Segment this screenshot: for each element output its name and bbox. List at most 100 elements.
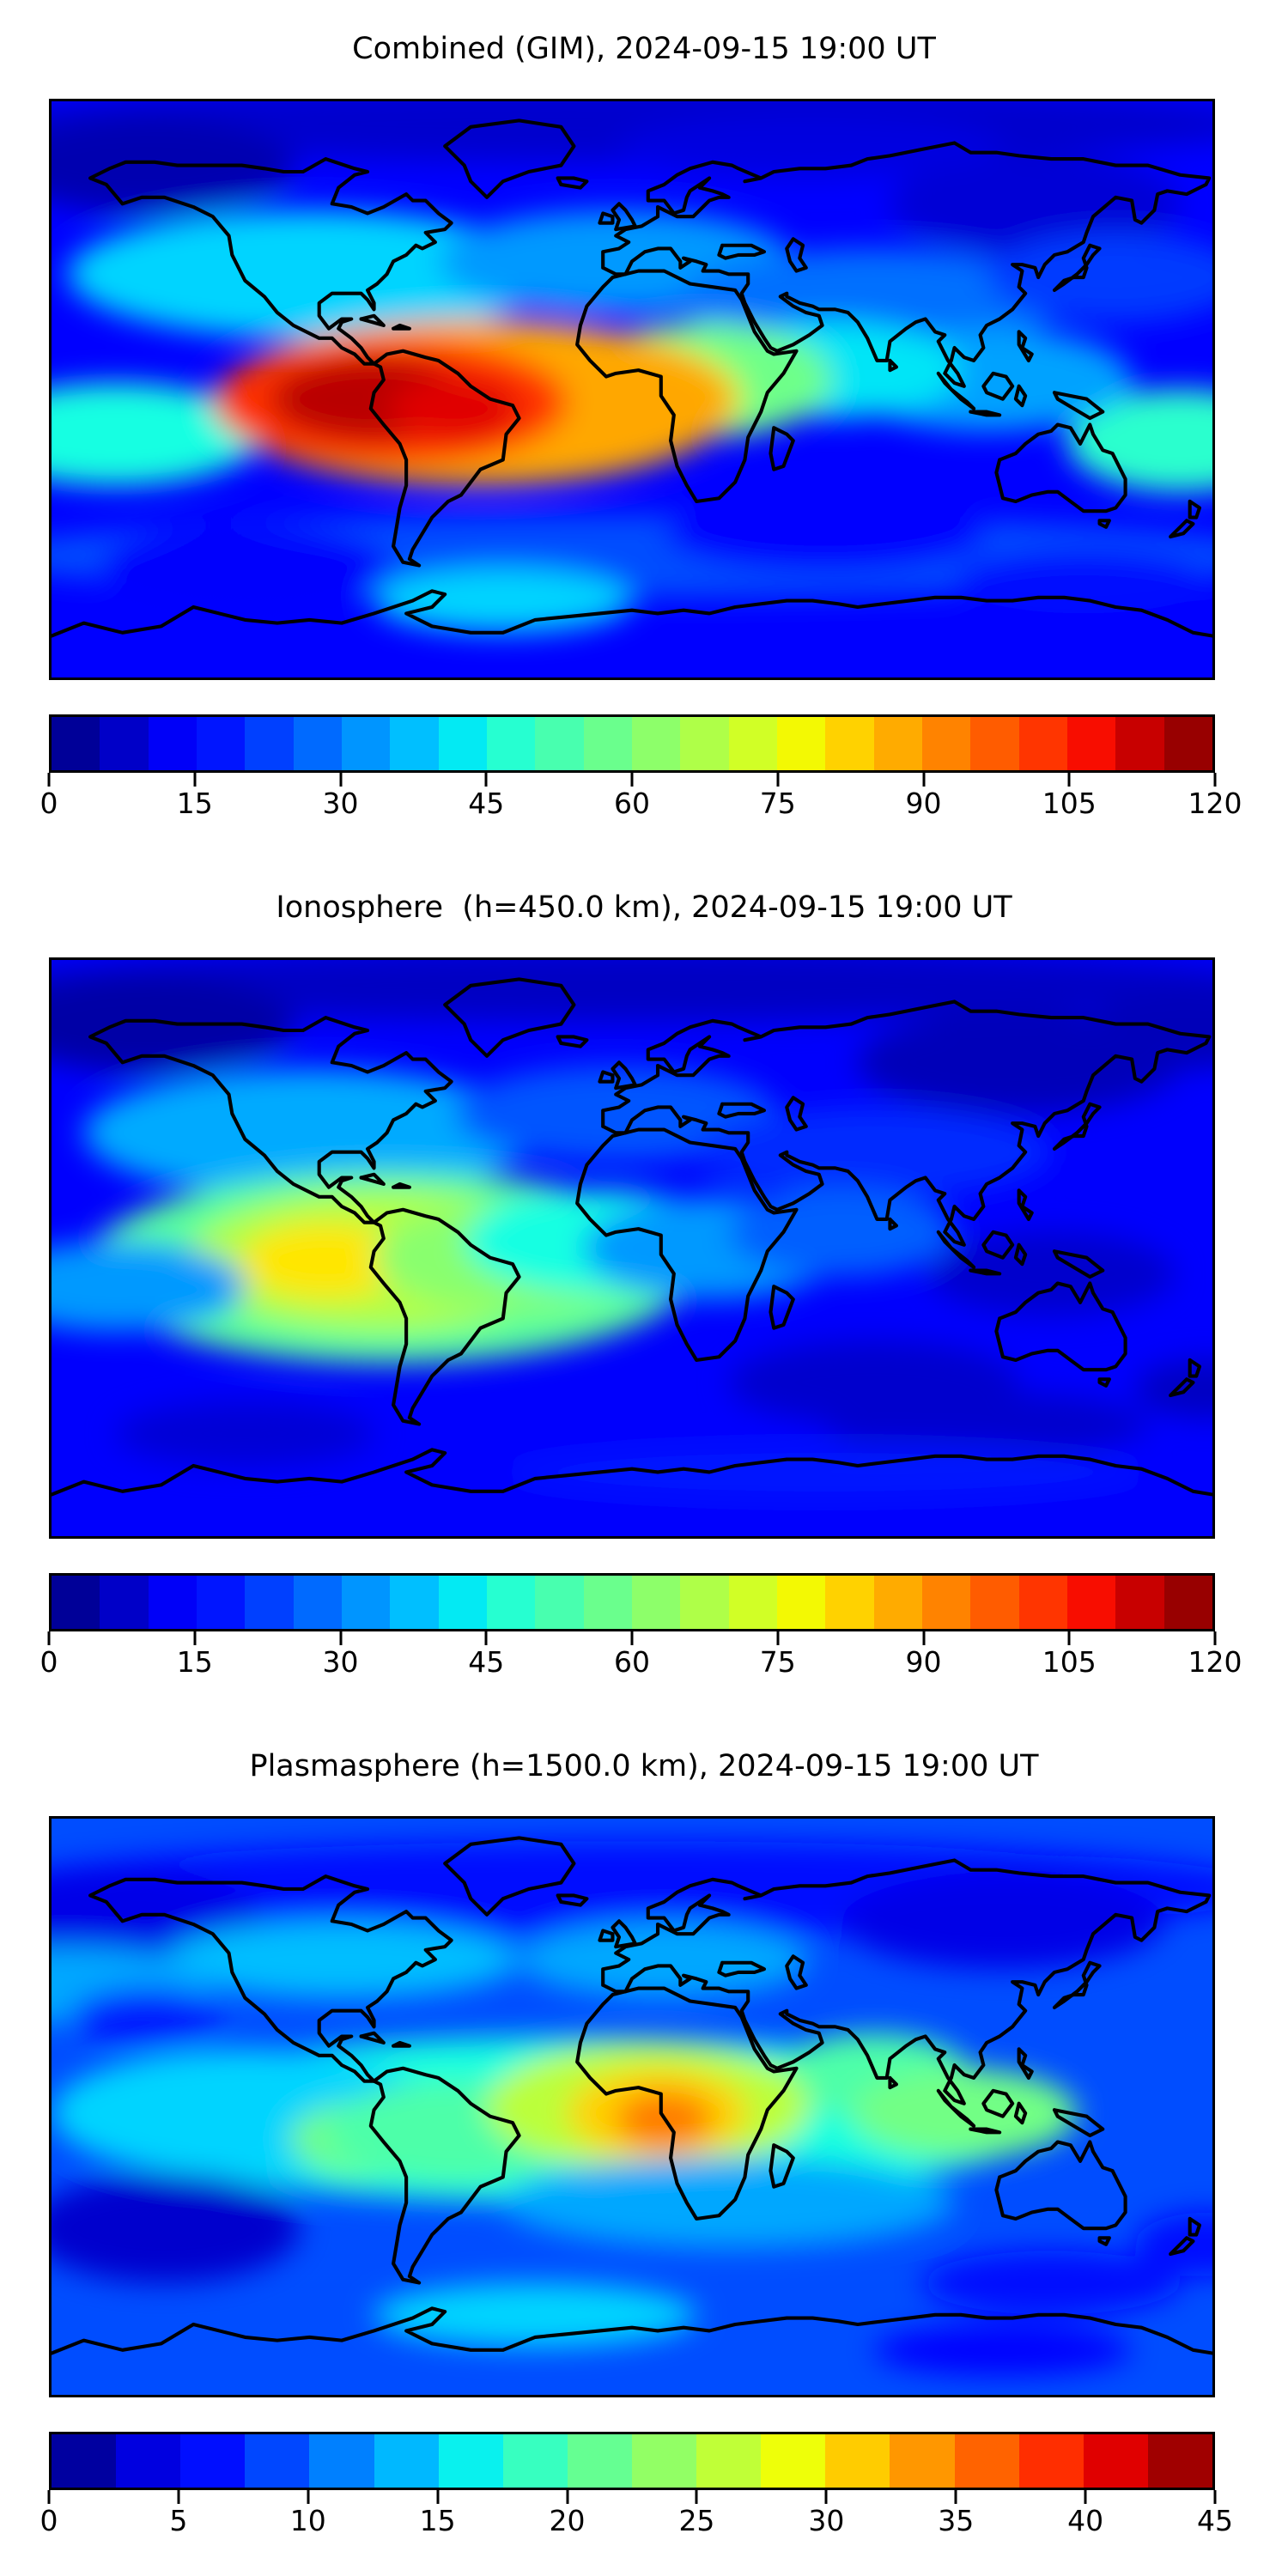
colorbar-tick-label: 90 bbox=[905, 787, 942, 820]
colorbar-segment bbox=[890, 2434, 955, 2488]
tec-feature-north-america-midlat bbox=[83, 1068, 536, 1197]
panel-title: Combined (GIM), 2024-09-15 19:00 UT bbox=[352, 32, 936, 66]
colorbar-segment bbox=[631, 2434, 697, 2488]
coastline-path bbox=[888, 1217, 899, 1231]
colorbar-segment bbox=[970, 1576, 1019, 1629]
colorbar-segment bbox=[1163, 717, 1212, 770]
coastline-path bbox=[1013, 384, 1028, 408]
colorbar-tick-mark bbox=[1213, 2490, 1217, 2504]
colorbar-tick-mark bbox=[776, 773, 780, 787]
colorbar-tick-label: 25 bbox=[678, 2504, 715, 2537]
colorbar-segment bbox=[696, 2434, 762, 2488]
colorbar-tick-label: 35 bbox=[938, 2504, 975, 2537]
coastline-path bbox=[1052, 391, 1105, 421]
tec-feature-south-indian-band bbox=[502, 2158, 955, 2248]
colorbar-segment bbox=[293, 1576, 342, 1629]
coastline-path bbox=[575, 269, 799, 504]
colorbar-tick-label: 0 bbox=[39, 1645, 58, 1679]
tec-feature-new-zealand-east-low bbox=[1134, 2212, 1212, 2277]
colorbar-segment bbox=[921, 717, 971, 770]
colorbar-segment bbox=[52, 2434, 117, 2488]
coastline-path bbox=[611, 202, 637, 232]
coastline-path bbox=[969, 410, 1002, 417]
colorbar-tick-label: 90 bbox=[905, 1645, 942, 1679]
coastline-path bbox=[888, 2075, 899, 2090]
tec-feature-bering-low bbox=[1090, 992, 1212, 1069]
tec-feature-secondary-maximum-brazil bbox=[390, 376, 519, 441]
colorbar-segment bbox=[245, 717, 294, 770]
tec-feature-south-of-australia-low bbox=[825, 1392, 1148, 1456]
coastline-path bbox=[392, 323, 411, 331]
colorbar-tick-label: 10 bbox=[289, 2504, 326, 2537]
colorbar-tick-label: 20 bbox=[549, 2504, 586, 2537]
coastline-path bbox=[1017, 330, 1034, 363]
colorbar-tick-mark bbox=[922, 1631, 925, 1645]
tec-feature-southeast-pacific-minimum bbox=[52, 2173, 301, 2283]
coastline-path bbox=[88, 1016, 453, 1224]
colorbar-tick-label: 40 bbox=[1067, 2504, 1104, 2537]
coastline-path bbox=[994, 422, 1127, 513]
tec-feature-southeast-pacific-low bbox=[100, 524, 391, 607]
coastline-path bbox=[601, 999, 1212, 1247]
colorbar-tick-label: 60 bbox=[614, 1645, 650, 1679]
coastline-path bbox=[785, 1096, 808, 1132]
colorbar-segment bbox=[1018, 717, 1067, 770]
colorbar-segment bbox=[954, 2434, 1019, 2488]
coastline-path bbox=[1052, 1249, 1105, 1279]
colorbar-tick-mark bbox=[1084, 2490, 1087, 2504]
colorbar-ionosphere bbox=[49, 1573, 1215, 1631]
colorbar-tick-label: 0 bbox=[39, 787, 58, 820]
coastline-path bbox=[575, 1127, 799, 1363]
colorbar-segment bbox=[293, 717, 342, 770]
colorbar-segment bbox=[776, 1576, 826, 1629]
world-map-svg bbox=[52, 1819, 1212, 2395]
colorbar-tick-label: 105 bbox=[1042, 1645, 1097, 1679]
colorbar-segment bbox=[1018, 2434, 1084, 2488]
colorbar-segment bbox=[873, 1576, 922, 1629]
colorbar-segment bbox=[1147, 2434, 1212, 2488]
tec-feature-central-pacific-dip bbox=[70, 1988, 226, 2046]
tec-feature-southeast-pacific-low bbox=[116, 1401, 374, 1466]
coastline-path bbox=[1017, 1188, 1034, 1222]
coastline-path bbox=[1017, 2047, 1034, 2081]
colorbar-tick-label: 60 bbox=[614, 787, 650, 820]
tec-feature-south-asia bbox=[696, 1107, 1052, 1197]
colorbar-tick-mark bbox=[776, 1631, 780, 1645]
colorbar-tick-mark bbox=[307, 2490, 310, 2504]
tec-feature-south-indian-low bbox=[664, 495, 987, 572]
tec-feature-east-siberia-low bbox=[890, 152, 1181, 255]
coastline-path bbox=[443, 1836, 576, 1917]
colorbar-segment bbox=[341, 1576, 391, 1629]
coastline-path bbox=[1169, 519, 1195, 539]
colorbar-tick-mark bbox=[484, 1631, 488, 1645]
colorbar-segment bbox=[52, 717, 100, 770]
colorbar-plasmasphere bbox=[49, 2432, 1215, 2490]
coastlines bbox=[52, 118, 1212, 638]
coastline-path bbox=[1052, 1102, 1102, 1151]
colorbar-segment bbox=[390, 1576, 439, 1629]
coastline-path bbox=[52, 1448, 1212, 1497]
world-map-svg bbox=[52, 960, 1212, 1536]
colorbar-tick-mark bbox=[695, 2490, 698, 2504]
coastline-path bbox=[717, 243, 767, 260]
coastline-path bbox=[556, 176, 589, 190]
colorbar-tick-mark bbox=[339, 1631, 342, 1645]
coastline-path bbox=[443, 118, 576, 199]
coastline-path bbox=[598, 1070, 615, 1084]
coastline-path bbox=[359, 313, 386, 327]
colorbar-tick-mark bbox=[1213, 773, 1217, 787]
colorbar-segment bbox=[1066, 717, 1116, 770]
coastline-path bbox=[368, 349, 521, 568]
colorbar-tick-mark bbox=[47, 1631, 51, 1645]
coastline-path bbox=[769, 2143, 795, 2189]
colorbar-tick-label: 15 bbox=[176, 787, 213, 820]
coastline-path bbox=[88, 1874, 453, 2083]
colorbar-tick-label: 105 bbox=[1042, 787, 1097, 820]
tec-feature-north-america-midlat bbox=[67, 210, 552, 338]
colorbar-tick-label: 120 bbox=[1188, 787, 1242, 820]
colorbar-segment bbox=[1115, 1576, 1164, 1629]
colorbar-segment bbox=[825, 717, 874, 770]
tec-feature-antarctic-low bbox=[873, 2324, 1133, 2376]
coastline-path bbox=[52, 2306, 1212, 2355]
coastline-path bbox=[785, 237, 808, 273]
